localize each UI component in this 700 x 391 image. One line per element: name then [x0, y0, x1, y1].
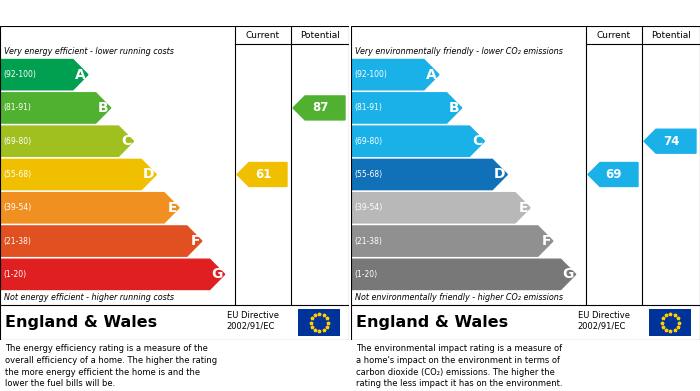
Polygon shape [237, 163, 287, 187]
Text: The energy efficiency rating is a measure of the
overall efficiency of a home. T: The energy efficiency rating is a measur… [5, 344, 218, 389]
Text: EU Directive
2002/91/EC: EU Directive 2002/91/EC [578, 311, 630, 330]
Polygon shape [293, 96, 345, 120]
Text: G: G [562, 267, 574, 282]
Text: The environmental impact rating is a measure of
a home's impact on the environme: The environmental impact rating is a mea… [356, 344, 563, 389]
Polygon shape [351, 59, 439, 90]
Polygon shape [588, 163, 638, 187]
Text: (92-100): (92-100) [354, 70, 387, 79]
Text: Environmental Impact (CO₂) Rating: Environmental Impact (CO₂) Rating [356, 7, 602, 20]
Text: (39-54): (39-54) [354, 203, 382, 212]
Text: A: A [426, 68, 437, 82]
Text: Current: Current [246, 30, 280, 39]
Text: (69-80): (69-80) [3, 137, 31, 146]
Text: EU Directive
2002/91/EC: EU Directive 2002/91/EC [227, 311, 279, 330]
Text: England & Wales: England & Wales [356, 315, 508, 330]
Text: E: E [519, 201, 528, 215]
Bar [298, 309, 340, 336]
Text: (1-20): (1-20) [354, 270, 377, 279]
Polygon shape [351, 259, 575, 289]
Polygon shape [351, 126, 484, 156]
Text: (1-20): (1-20) [3, 270, 26, 279]
Polygon shape [0, 126, 134, 156]
Polygon shape [351, 226, 553, 256]
Text: Not environmentally friendly - higher CO₂ emissions: Not environmentally friendly - higher CO… [355, 294, 563, 303]
Text: 69: 69 [606, 168, 622, 181]
Text: G: G [211, 267, 223, 282]
Text: Very energy efficient - lower running costs: Very energy efficient - lower running co… [4, 47, 174, 56]
Text: (81-91): (81-91) [3, 104, 31, 113]
Polygon shape [351, 93, 462, 123]
Polygon shape [0, 59, 88, 90]
Text: Current: Current [597, 30, 631, 39]
Text: Not energy efficient - higher running costs: Not energy efficient - higher running co… [4, 294, 174, 303]
Text: (69-80): (69-80) [354, 137, 382, 146]
Polygon shape [0, 259, 225, 289]
Text: Potential: Potential [300, 30, 340, 39]
Text: (92-100): (92-100) [3, 70, 36, 79]
Text: (21-38): (21-38) [354, 237, 382, 246]
Bar [650, 309, 692, 336]
Text: F: F [190, 234, 200, 248]
Text: F: F [541, 234, 551, 248]
Text: B: B [449, 101, 460, 115]
Text: Energy Efficiency Rating: Energy Efficiency Rating [5, 7, 177, 20]
Text: (21-38): (21-38) [3, 237, 31, 246]
Text: B: B [98, 101, 108, 115]
Text: 87: 87 [312, 101, 328, 115]
Text: (39-54): (39-54) [3, 203, 31, 212]
Text: 61: 61 [255, 168, 271, 181]
Text: (55-68): (55-68) [3, 170, 31, 179]
Polygon shape [0, 160, 156, 190]
Polygon shape [351, 193, 530, 223]
Polygon shape [0, 93, 111, 123]
Text: D: D [143, 167, 154, 181]
Text: C: C [121, 134, 132, 148]
Polygon shape [0, 193, 179, 223]
Text: C: C [473, 134, 482, 148]
Text: (81-91): (81-91) [354, 104, 382, 113]
Text: E: E [167, 201, 177, 215]
Polygon shape [644, 129, 696, 153]
Text: England & Wales: England & Wales [5, 315, 157, 330]
Text: 74: 74 [663, 135, 679, 148]
Text: Potential: Potential [651, 30, 691, 39]
Text: Very environmentally friendly - lower CO₂ emissions: Very environmentally friendly - lower CO… [355, 47, 563, 56]
Polygon shape [0, 226, 202, 256]
Polygon shape [351, 160, 508, 190]
Text: A: A [75, 68, 86, 82]
Text: D: D [494, 167, 505, 181]
Text: (55-68): (55-68) [354, 170, 382, 179]
